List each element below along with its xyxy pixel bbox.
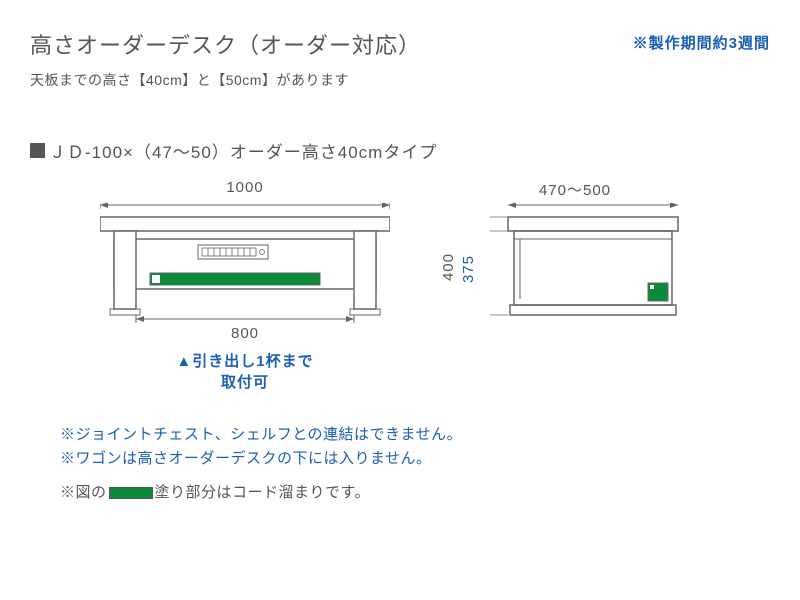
front-bottom-dim: 800 — [100, 325, 390, 342]
side-view-svg — [490, 203, 680, 323]
footnote-3-suffix: 塗り部分はコード溜まりです。 — [155, 481, 371, 505]
footnote-1: ※ジョイントチェスト、シェルフとの連結はできません。 — [60, 423, 770, 447]
side-height-inner: 375 — [460, 255, 477, 283]
model-heading-text: ＪＤ-100×（47～50）オーダー高さ40cmタイプ — [49, 138, 437, 163]
drawer-note-line1: ▲引き出し1杯まで — [100, 351, 390, 372]
footnote-3-prefix: ※図の — [60, 481, 107, 505]
production-note: ※製作期間約3週間 — [633, 32, 770, 53]
footnote-2: ※ワゴンは高さオーダーデスクの下には入りません。 — [60, 447, 770, 471]
bullet-icon — [30, 143, 45, 158]
side-top-dim: 470～500 — [490, 179, 660, 200]
side-height-outer: 400 — [440, 253, 457, 281]
side-view-diagram: 470～500 400 375 — [490, 203, 680, 393]
front-view-diagram: 1000 — [100, 203, 390, 393]
front-top-dim: 1000 — [100, 179, 390, 196]
subtitle: 天板までの高さ【40cm】と【50cm】があります — [30, 70, 770, 90]
drawer-note-line2: 取付可 — [100, 372, 390, 393]
page-title: 高さオーダーデスク（オーダー対応） — [30, 28, 421, 60]
green-swatch-icon — [109, 487, 153, 499]
footnotes: ※ジョイントチェスト、シェルフとの連結はできません。 ※ワゴンは高さオーダーデス… — [60, 423, 770, 505]
model-heading: ＪＤ-100×（47～50）オーダー高さ40cmタイプ — [30, 138, 770, 163]
drawer-note: ▲引き出し1杯まで 取付可 — [100, 351, 390, 393]
footnote-3: ※図の 塗り部分はコード溜まりです。 — [60, 481, 770, 505]
front-view-svg — [100, 203, 390, 323]
